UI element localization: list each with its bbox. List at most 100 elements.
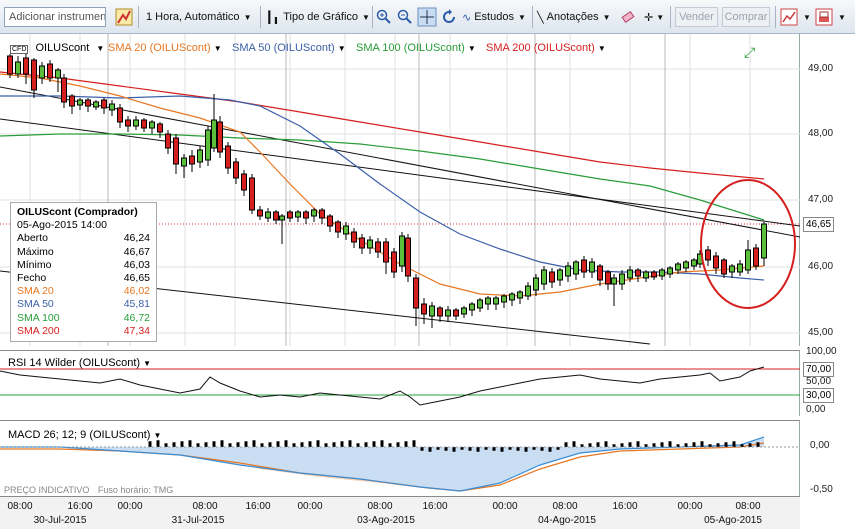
legend-sma100[interactable]: SMA 100 (OILUScont) ▼ [356,42,476,54]
studies-icon: ∿ [462,11,472,24]
infobox-row-value: 46,24 [123,232,150,245]
legend-sma50-label: SMA 50 (OILUScont) [232,42,335,54]
studies-label: Estudos [474,11,514,23]
infobox-row-value: 46,67 [123,245,150,258]
infobox-title: OILUScont (Comprador) [17,206,138,218]
time-tick: 00:00 [297,501,323,512]
cfd-icon: CFD [10,45,29,54]
time-tick: 16:00 [245,501,271,512]
infobox-row-value: 46,03 [123,258,150,271]
expand-panel-icon[interactable]: ⤢ [744,44,756,60]
infobox-row: SMA 20 46,02 [17,285,150,298]
time-tick: 00:00 [492,501,518,512]
buy-button[interactable]: Comprar [722,7,770,27]
time-axis[interactable]: 08:00 16:00 00:00 08:00 16:00 00:00 08:00 16:00… [0,496,800,529]
ohlc-infobox: OILUScont (Comprador) 05-Ago-2015 14:00 … [10,202,157,343]
chevron-down-icon: ▼ [467,44,476,53]
rsi-axis: 100,00 70,00 50,00 30,00 0,00 [800,346,855,416]
infobox-row-label: Fecho [17,272,47,285]
legend-symbol-label: OILUScont [35,42,90,54]
candlestick-icon: ┃╻ [266,11,280,24]
infobox-row-value: 46,65 [123,272,150,285]
footer-note: PREÇO INDICATIVO Fuso horário: TMG [4,485,173,495]
infobox-row-label: SMA 20 [17,285,54,298]
toolbar: Adicionar instrumento 1 Hora, Automático… [0,0,855,34]
legend-sma20[interactable]: SMA 20 (OILUScont) ▼ [108,42,222,54]
legend-sma100-label: SMA 100 (OILUScont) [356,42,465,54]
date-tick: 03-Ago-2015 [357,515,415,526]
price-tick: 48,00 [808,128,834,139]
macd-title-label: MACD 26; 12; 9 (OILUScont) [8,429,151,441]
crosshair-small-icon: ✛ [644,11,654,24]
infobox-datetime: 05-Ago-2015 14:00 [17,219,107,232]
chevron-down-icon: ▼ [602,12,611,22]
infobox-row: SMA 100 46,72 [17,312,150,325]
price-panel[interactable]: CFD OILUScont ▼ SMA 20 (OILUScont) ▼ SMA… [0,34,800,346]
infobox-row: SMA 50 45,81 [17,298,150,311]
rsi-title-label: RSI 14 Wilder (OILUScont) [8,357,141,369]
legend-symbol[interactable]: CFD OILUScont ▼ [10,42,104,54]
line-tool-icon: ╲ [537,11,544,24]
rsi-title[interactable]: RSI 14 Wilder (OILUScont) ▼ [8,357,151,369]
time-tick: 08:00 [552,501,578,512]
instrument-search-input[interactable]: Adicionar instrumento [4,7,106,27]
price-tick: 46,00 [808,261,834,272]
legend-sma200[interactable]: SMA 200 (OILUScont) ▼ [486,42,606,54]
macd-panel[interactable]: MACD 26; 12; 9 (OILUScont) ▼ PREÇO INDIC… [0,420,800,496]
date-tick: 30-Jul-2015 [33,515,87,526]
chart-type-dropdown[interactable]: ┃╻ Tipo de Gráfico ▼ [266,7,370,27]
chevron-down-icon: ▼ [597,44,606,53]
print-icon[interactable] [815,7,833,27]
drawing-tools-icon[interactable] [114,7,134,27]
infobox-row-value: 45,81 [123,298,150,311]
price-tick: 47,00 [808,194,834,205]
chevron-down-icon: ▼ [337,44,346,53]
chart-type-label: Tipo de Gráfico [283,11,359,23]
infobox-row-label: SMA 50 [17,298,54,311]
annotations-dropdown[interactable]: ╲ Anotações ▼ [537,7,611,27]
legend-sma50[interactable]: SMA 50 (OILUScont) ▼ [232,42,346,54]
infobox-row: Máximo 46,67 [17,246,150,259]
time-tick: 16:00 [422,501,448,512]
zoom-in-icon[interactable] [376,7,392,27]
eraser-icon[interactable] [620,7,636,27]
chevron-down-icon: ▼ [243,12,252,22]
sell-button[interactable]: Vender [675,7,718,27]
chart-settings-icon[interactable] [780,7,798,27]
legend-sma20-label: SMA 20 (OILUScont) [108,42,211,54]
studies-dropdown[interactable]: ∿ Estudos ▼ [462,7,526,27]
infobox-row-label: Mínimo [17,258,52,271]
time-tick: 00:00 [117,501,143,512]
price-tick: 49,00 [808,63,834,74]
rsi-panel[interactable]: RSI 14 Wilder (OILUScont) ▼ [0,350,800,416]
macd-tick: 0,00 [810,440,830,451]
time-tick: 08:00 [735,501,761,512]
current-price-tag: 46,65 [803,217,835,232]
infobox-row-value: 46,02 [123,285,150,298]
footer-timezone-label: Fuso horário: TMG [97,485,174,495]
macd-title[interactable]: MACD 26; 12; 9 (OILUScont) ▼ [8,429,161,441]
timeframe-label: 1 Hora, Automático [146,11,240,23]
timeframe-dropdown[interactable]: 1 Hora, Automático ▼ [146,7,251,27]
chevron-down-icon: ▼ [143,359,152,368]
chevron-down-icon[interactable]: ▼ [838,12,846,22]
price-axis[interactable]: 49,00 48,00 47,00 46,00 45,00 46,65 [800,34,855,346]
zoom-out-icon[interactable] [397,7,413,27]
infobox-row: Mínimo 46,03 [17,259,150,272]
rsi-chart [0,366,800,406]
date-tick: 31-Jul-2015 [171,515,225,526]
chevron-down-icon: ▼ [362,12,370,22]
macd-chart [0,436,800,492]
infobox-row-value: 46,72 [123,311,150,324]
infobox-row-value: 47,34 [123,324,150,337]
refresh-icon[interactable] [441,7,457,27]
cursor-options-dropdown[interactable]: ✛ ▼ [644,7,664,27]
rsi-tick: 100,00 [806,346,837,357]
infobox-row-label: Máximo [17,245,54,258]
rsi-tick: 0,00 [806,404,826,415]
time-tick: 16:00 [612,501,638,512]
macd-axis: 0,00 -0,50 [800,420,855,496]
chevron-down-icon[interactable]: ▼ [803,12,811,22]
crosshair-icon[interactable] [417,7,437,27]
rsi-tick: 50,00 [806,376,832,387]
